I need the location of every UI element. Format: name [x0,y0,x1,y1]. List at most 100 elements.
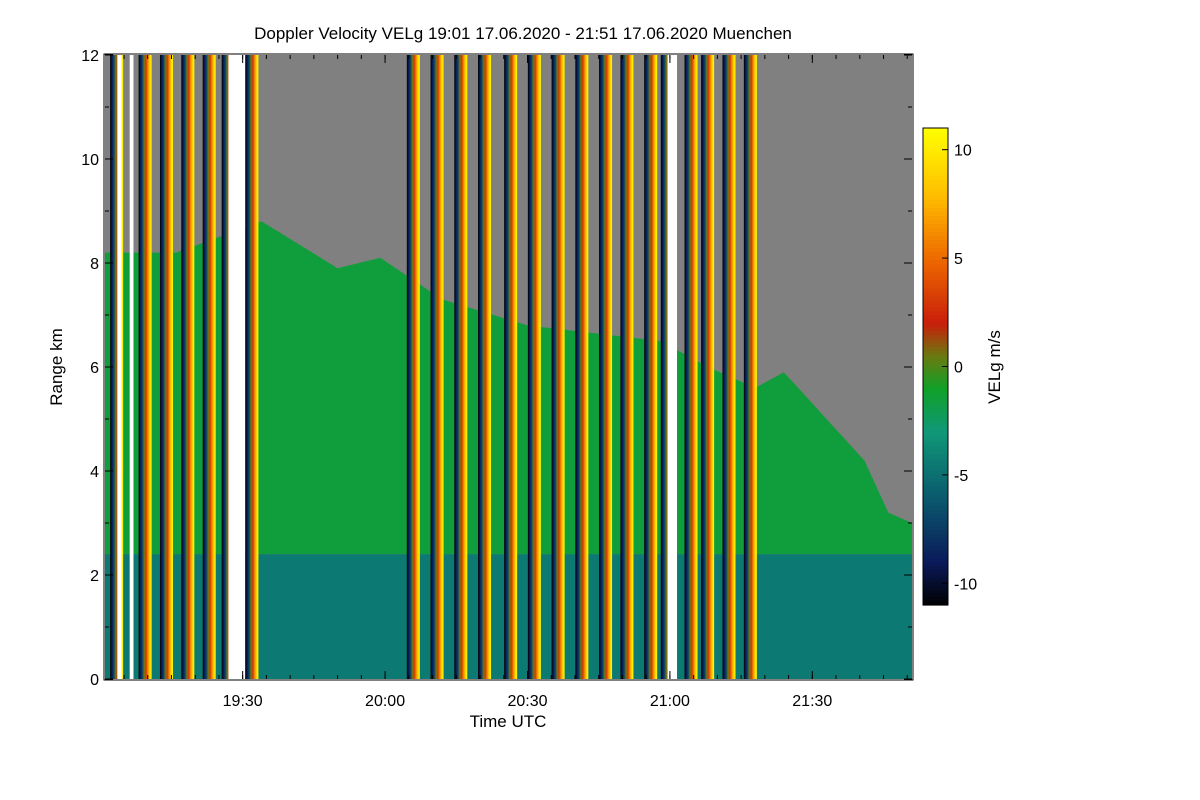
colorbar-segment [923,342,948,348]
colorbar-segment [923,505,948,511]
colorbar-segment [923,271,948,276]
x-tick-label: 19:30 [223,693,263,710]
colorbar-segment [923,294,948,300]
scan-streak [743,55,757,679]
colorbar-segment [923,163,948,169]
scan-streak [430,55,444,679]
x-tick-label: 20:00 [365,693,405,710]
colorbar-segment [923,589,948,594]
colorbar-segment [923,223,948,228]
colorbar-tick-label: 10 [954,143,972,160]
scan-streak [620,55,634,679]
colorbar-segment [923,175,948,181]
colorbar-segment [923,561,948,566]
colorbar-segment [923,306,948,312]
colorbar-segment [923,207,948,213]
colorbar-segment [923,553,948,558]
colorbar-segment [923,267,948,272]
colorbar-segment [923,322,948,328]
colorbar-label: VELg m/s [985,330,1004,404]
x-axis-label: Time UTC [470,712,547,731]
scan-streak [181,55,195,679]
x-tick-label: 21:00 [650,693,690,710]
colorbar-segment [923,418,948,423]
colorbar-segment [923,481,948,487]
data-gap [129,55,134,679]
colorbar-segment [923,469,948,475]
colorbar-segment [923,239,948,244]
colorbar-segment [923,394,948,399]
colorbar-segment [923,219,948,224]
colorbar-segment [923,279,948,284]
colorbar-tick-label: 0 [954,360,963,377]
colorbar-segment [923,354,948,360]
y-tick-label: 4 [90,464,99,481]
colorbar-segment [923,517,948,523]
colorbar-segment [923,247,948,252]
y-tick-label: 6 [90,360,99,377]
colorbar-segment [923,330,948,336]
colorbar-segment [923,370,948,376]
colorbar-segment [923,449,948,455]
scan-streak [454,55,468,679]
colorbar-segment [923,203,948,209]
colorbar-segment [923,135,948,141]
colorbar-segment [923,501,948,507]
scan-streak [138,55,152,679]
plot-frame [103,53,914,681]
colorbar-segment [923,473,948,479]
colorbar-segment [923,350,948,356]
scan-streak [722,55,736,679]
colorbar-segment [923,334,948,340]
colorbar-segment [923,493,948,499]
colorbar-segment [923,131,948,137]
colorbar-segment [923,187,948,193]
colorbar-segment [923,533,948,539]
colorbar-segment [923,143,948,149]
scan-streak [202,55,216,679]
colorbar-segment [923,485,948,491]
y-axis: 0 2 4 6 8 10 12 [81,48,912,689]
colorbar-segment [923,167,948,173]
colorbar-segment [923,310,948,316]
colorbar-segment [923,545,948,550]
y-tick-label: 0 [90,672,99,689]
colorbar-segment [923,378,948,383]
colorbar-segment [923,585,948,590]
scan-streak [504,55,518,679]
y-tick-label: 2 [90,568,99,585]
x-axis: 19:30 20:00 20:30 21:00 21:30 [123,55,908,710]
colorbar-segment [923,549,948,554]
colorbar-segment [923,255,948,260]
colorbar-segment [923,581,948,586]
colorbar-segment [923,577,948,582]
colorbar [922,127,949,606]
colorbar-segment [923,139,948,145]
colorbar-segment [923,601,948,606]
colorbar-segment [923,362,948,368]
chart-title: Doppler Velocity VELg 19:01 17.06.2020 -… [254,24,792,43]
colorbar-segment [923,438,948,443]
colorbar-segment [923,446,948,451]
colorbar-segment [923,406,948,411]
colorbar-segment [923,457,948,463]
colorbar-segment [923,513,948,519]
colorbar-segment [923,525,948,531]
colorbar-segment [923,318,948,324]
scan-streak [159,55,173,679]
scan-streak [701,55,715,679]
colorbar-segment [923,151,948,157]
data-gap [667,55,678,679]
colorbar-segment [923,338,948,344]
scan-streak [406,55,420,679]
colorbar-segment [923,263,948,268]
colorbar-tick-label: 5 [954,251,963,268]
colorbar-segment [923,231,948,236]
colorbar-segment [923,287,948,292]
colorbar-segment [923,314,948,320]
colorbar-segment [923,569,948,574]
colorbar-segment [923,179,948,185]
colorbar-segment [923,159,948,165]
colorbar-segment [923,497,948,503]
data-gap [228,55,246,679]
